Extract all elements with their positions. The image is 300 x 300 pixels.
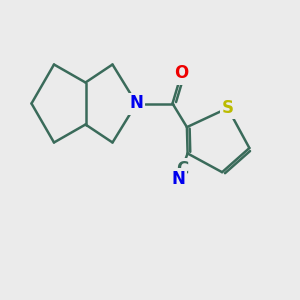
Text: S: S <box>222 99 234 117</box>
Text: N: N <box>130 94 143 112</box>
Text: N: N <box>171 170 185 188</box>
Text: C: C <box>176 160 188 178</box>
Text: O: O <box>174 64 189 82</box>
